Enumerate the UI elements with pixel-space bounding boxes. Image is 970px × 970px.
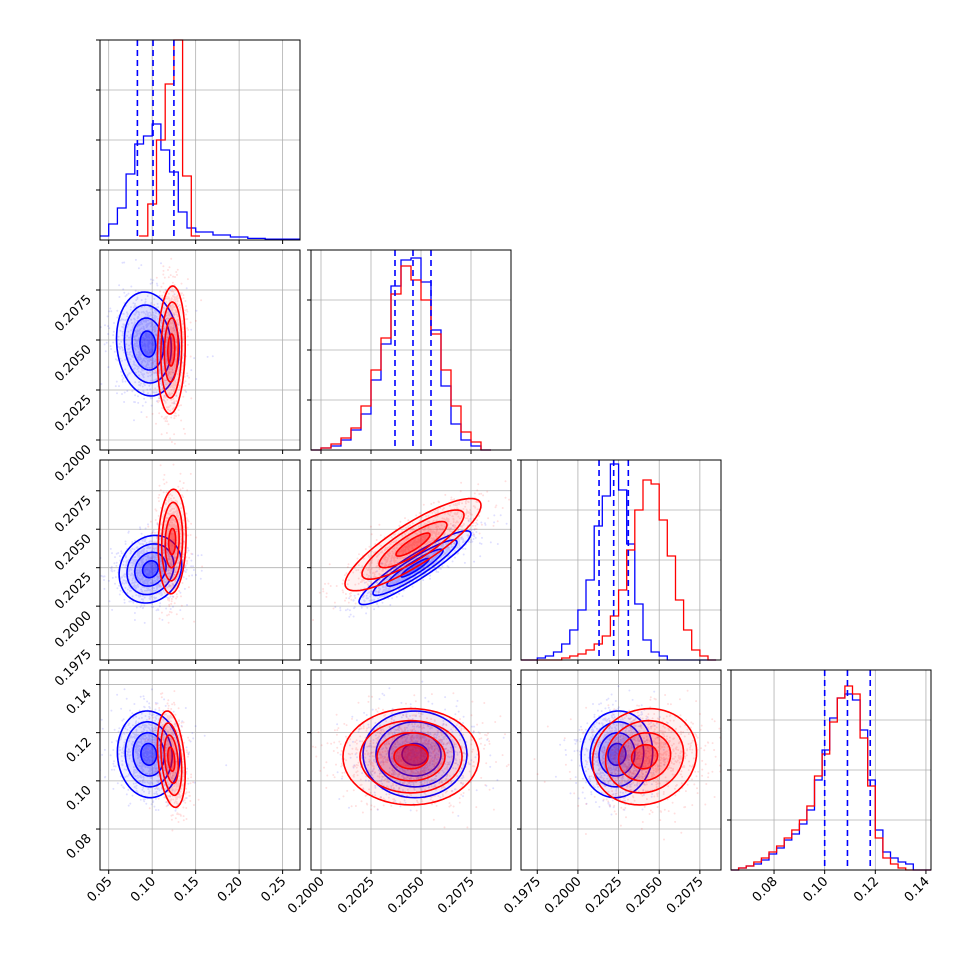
r3c1-panel: 0.2000 0.2025 0.2050 0.2075 — [285, 669, 512, 917]
r3c1-density-red — [377, 732, 445, 781]
r2c1-frame — [310, 459, 512, 661]
diag-0-hist-red — [139, 39, 200, 237]
r2c0-density-red — [165, 515, 180, 568]
r3c2-contour-red — [630, 743, 659, 770]
r3c0-density-red — [157, 711, 186, 808]
r2c1-panel — [307, 459, 512, 664]
r1c0-contour-red — [156, 285, 186, 415]
diag-2-panel — [517, 459, 722, 664]
r3c1-density-blue — [402, 743, 428, 766]
r2c0-contour-red — [167, 527, 177, 556]
r1c0-contour-blue — [131, 317, 165, 371]
r3c2-contour-red — [604, 719, 685, 794]
r3c1-scatter-red — [312, 692, 510, 829]
r3c0-density-blue — [133, 732, 165, 776]
r3c1-density-blue — [376, 721, 454, 787]
r3c0-content — [100, 688, 228, 832]
diag-2-hist-blue — [521, 463, 717, 661]
r3c2-contour-blue — [607, 742, 627, 766]
diag-2-hist-red — [521, 479, 717, 661]
r3c2-density-red — [618, 732, 671, 781]
r1c0-density-blue — [140, 331, 156, 357]
r1c0-contour-red — [167, 333, 176, 367]
r3c0-density-red — [164, 735, 179, 784]
r2c1-contour-red — [395, 532, 431, 557]
r2c0-contour-blue — [141, 560, 160, 579]
diag-1-frame — [310, 249, 512, 451]
diag-0-hist-blue — [100, 123, 300, 240]
r3c1-contour-blue — [375, 720, 455, 788]
r1c0-density-red — [167, 334, 175, 366]
r3c0-contour-red — [156, 710, 186, 809]
r2c0-density-red — [168, 528, 176, 555]
r1c0-frame — [99, 249, 301, 451]
r2c1-contour-red — [378, 520, 448, 569]
r3c1-content — [312, 680, 510, 829]
r3c2-contour-red — [591, 707, 698, 806]
r3c1-density-red — [360, 720, 462, 793]
diag-1-hist-red — [311, 265, 491, 451]
r2c1-density-red — [396, 533, 430, 557]
diag-0-panel — [96, 39, 301, 244]
r3c0-contour-red — [163, 734, 180, 785]
r3c2-contour-blue — [580, 710, 654, 799]
r3c1-contour-blue — [362, 710, 468, 799]
r3c0-contour-red — [167, 746, 176, 772]
r2c1-contour-red — [344, 497, 482, 592]
r3c1-contour-red — [359, 719, 463, 794]
r2c0-contour-red — [157, 488, 187, 595]
r2c1-contour-red — [361, 509, 465, 580]
r3c0-contour-blue — [124, 721, 174, 788]
r2c0-density-blue — [142, 560, 159, 578]
r2c1-contour-blue — [358, 529, 472, 606]
r3c2-contour-blue — [598, 731, 636, 777]
r2c1-content — [312, 480, 511, 621]
r3c1-frame — [310, 669, 512, 871]
r1c0-density-red — [164, 318, 179, 382]
r3c0-contour-blue — [132, 731, 166, 777]
r1c0-contour-red — [163, 317, 180, 383]
r2c1-contour-blue — [372, 539, 458, 597]
r3c1-contour-blue — [401, 742, 429, 767]
diag-0-frame — [99, 39, 301, 241]
r1c0-density-blue — [132, 318, 164, 370]
diag-1-panel — [307, 249, 512, 454]
r2c0-frame — [99, 459, 301, 661]
r3c0-frame — [99, 669, 301, 871]
r3c1-density-red — [394, 744, 428, 769]
r1c0-contour-blue — [139, 330, 157, 358]
r3c0-density-blue — [140, 743, 157, 766]
r3c2-contour-red — [617, 731, 672, 782]
r2c1-density-red — [362, 510, 464, 580]
r2c0-contour-red — [164, 514, 180, 569]
r1c0-contour-blue — [123, 304, 173, 384]
r3c1-contour-red — [342, 707, 480, 806]
r3c1-contour-red — [376, 731, 446, 782]
r2c0-contour-red — [160, 501, 184, 582]
r3c1-density-blue — [389, 732, 441, 776]
r3c0-contour-red — [160, 722, 183, 797]
r1c0-content — [100, 257, 214, 445]
r2c1-density-red — [345, 498, 481, 591]
r3c2-density-blue — [599, 732, 635, 776]
r3c2-density-blue — [581, 711, 653, 798]
r3c1-density-red — [343, 708, 479, 805]
r3c2-frame — [520, 669, 722, 871]
diag-3-frame — [730, 669, 932, 871]
diag-2-frame — [520, 459, 722, 661]
r1c0-contour-red — [160, 301, 183, 399]
r3c0-contour-blue — [140, 742, 158, 766]
diag-3-hist-red — [731, 685, 931, 871]
r3c1-contour-red — [393, 743, 429, 770]
r3c2-density-red — [631, 744, 658, 769]
r3c2-content — [533, 685, 721, 841]
r2c0-content — [100, 463, 204, 624]
